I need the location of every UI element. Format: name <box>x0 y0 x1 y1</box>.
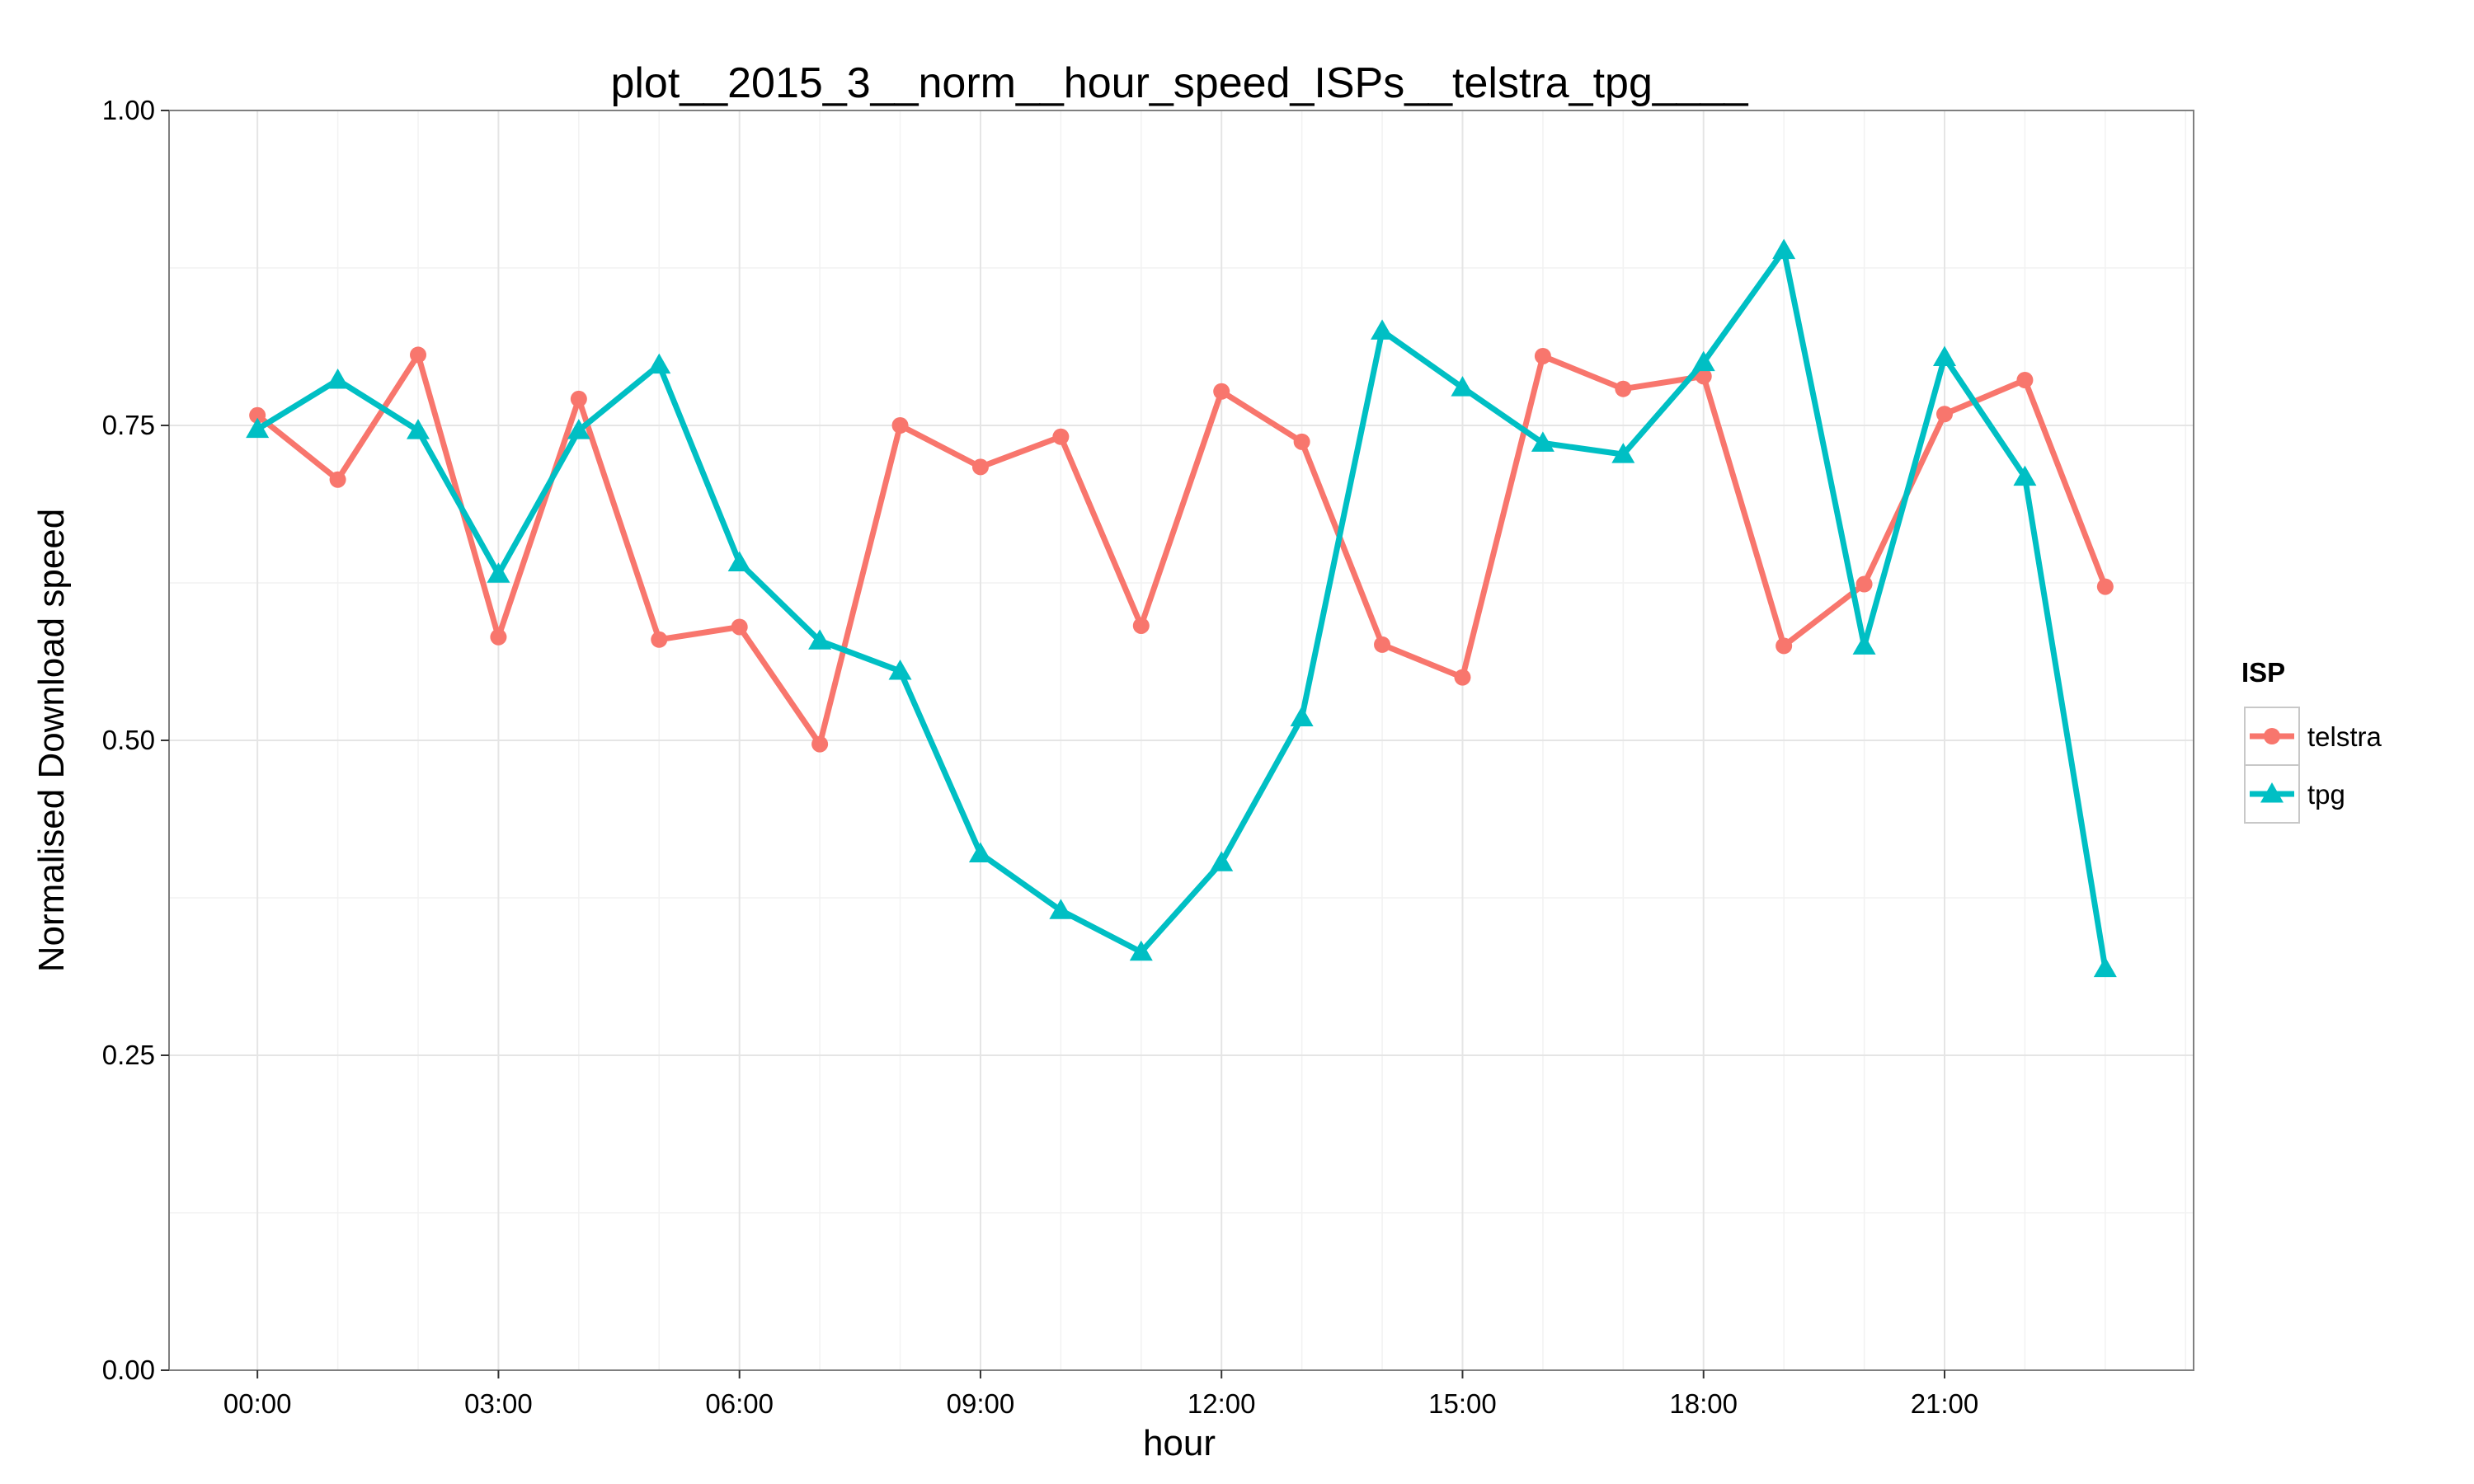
data-point-tpg <box>407 419 430 439</box>
data-point-telstra <box>2016 371 2034 388</box>
data-point-telstra <box>1615 380 1632 397</box>
data-point-tpg <box>1371 319 1395 340</box>
data-point-tpg <box>1932 345 1956 366</box>
data-point-telstra <box>1935 406 1953 423</box>
data-point-telstra <box>249 406 266 424</box>
data-point-tpg <box>326 368 350 389</box>
data-point-telstra <box>1454 669 1471 686</box>
chart-title: plot__2015_3__norm__hour_speed_ISPs__tel… <box>610 59 1748 107</box>
series-line-tpg <box>254 247 2109 972</box>
data-point-tpg <box>1691 350 1715 372</box>
y-tick-label: 0.00 <box>102 1355 155 1385</box>
data-point-tpg <box>2013 465 2037 486</box>
data-point-telstra <box>1856 575 1873 593</box>
data-point-tpg <box>647 353 671 374</box>
data-point-telstra <box>410 346 427 364</box>
data-point-telstra <box>891 417 909 434</box>
axis-ticks <box>161 110 1945 1378</box>
legend-item-tpg: tpg <box>2244 764 2345 824</box>
data-point-telstra <box>329 471 346 488</box>
x-axis-title: hour <box>1143 1423 1216 1463</box>
data-point-tpg <box>1290 706 1314 726</box>
y-axis-title: Normalised Download speed <box>31 509 72 973</box>
data-point-tpg <box>968 842 992 863</box>
x-tick-label: 09:00 <box>947 1388 1015 1419</box>
x-tick-label: 15:00 <box>1428 1388 1497 1419</box>
data-point-telstra <box>971 458 989 476</box>
legend-label: tpg <box>2307 779 2345 810</box>
data-point-tpg <box>567 419 590 439</box>
data-point-telstra <box>2096 578 2114 595</box>
legend-key-marker <box>2260 782 2284 803</box>
data-point-telstra <box>1213 383 1230 400</box>
x-tick-label: 00:00 <box>223 1388 292 1419</box>
data-point-telstra <box>1534 347 1551 364</box>
data-point-tpg <box>1531 431 1554 452</box>
data-point-telstra <box>731 618 748 636</box>
data-point-telstra <box>1293 433 1310 450</box>
data-point-telstra <box>811 735 829 753</box>
data-point-tpg <box>1129 940 1153 961</box>
data-point-tpg <box>888 659 912 680</box>
x-tick-labels: 00:00 03:00 06:00 09:00 12:00 15:00 18:00 21:00 <box>223 1388 1978 1419</box>
data-point-tpg <box>1772 238 1796 260</box>
major-gridlines <box>169 110 2194 1371</box>
data-point-tpg <box>1852 634 1876 655</box>
data-point-tpg <box>1611 443 1635 463</box>
data-point-telstra <box>490 628 507 646</box>
x-tick-label: 06:00 <box>705 1388 774 1419</box>
series-layer <box>246 238 2117 978</box>
data-point-telstra <box>1776 637 1793 655</box>
legend-title: ISP <box>2241 657 2285 688</box>
series-tpg <box>246 238 2117 978</box>
x-tick-label: 21:00 <box>1911 1388 1979 1419</box>
series-telstra <box>249 346 2114 753</box>
legend: ISP telstra tpg <box>2241 657 2382 824</box>
legend-key-marker <box>2264 728 2280 744</box>
data-point-telstra <box>651 631 668 648</box>
series-line-telstra <box>254 351 2109 748</box>
x-tick-label: 12:00 <box>1188 1388 1256 1419</box>
data-point-tpg <box>1451 376 1475 397</box>
y-tick-label: 1.00 <box>102 95 155 125</box>
x-tick-label: 18:00 <box>1669 1388 1738 1419</box>
data-point-tpg <box>1049 899 1073 919</box>
data-point-telstra <box>1374 636 1391 653</box>
data-point-tpg <box>808 629 832 650</box>
data-point-telstra <box>570 390 587 407</box>
legend-label: telstra <box>2307 721 2382 752</box>
y-tick-label: 0.25 <box>102 1040 155 1070</box>
data-point-tpg <box>727 551 751 572</box>
y-tick-labels: 0.00 0.25 0.50 0.75 1.00 <box>102 95 155 1385</box>
data-point-telstra <box>1695 368 1712 385</box>
data-point-telstra <box>1052 428 1070 445</box>
data-point-telstra <box>1132 617 1150 634</box>
x-tick-label: 03:00 <box>464 1388 533 1419</box>
data-point-tpg <box>246 417 270 439</box>
y-tick-label: 0.75 <box>102 410 155 440</box>
y-tick-label: 0.50 <box>102 725 155 755</box>
data-point-tpg <box>2093 956 2117 978</box>
data-point-tpg <box>487 562 510 583</box>
legend-item-telstra: telstra <box>2244 707 2382 766</box>
data-point-tpg <box>1210 851 1234 871</box>
